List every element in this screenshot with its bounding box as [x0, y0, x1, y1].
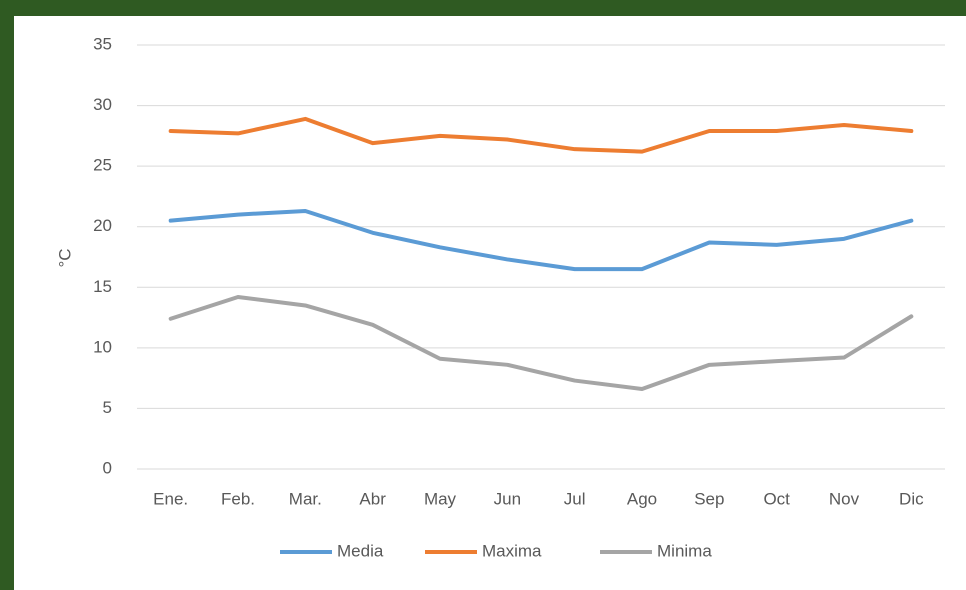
chart: °C 0 5 10 15 20 25 30 35 Ene. Feb. Mar. Abr May Jun Ju… — [14, 16, 966, 590]
line-series — [168, 208, 914, 272]
x-tick-label: Ene. — [153, 489, 188, 508]
y-tick-label: 35 — [93, 34, 112, 53]
y-tick-label: 25 — [93, 156, 112, 175]
x-tick-label: Oct — [763, 489, 790, 508]
line-series — [168, 116, 914, 154]
x-tick-label: Abr — [359, 489, 386, 508]
legend-label: Minima — [657, 541, 712, 560]
legend-label: Maxima — [482, 541, 542, 560]
x-tick-label: Nov — [829, 489, 860, 508]
y-tick-label: 30 — [93, 95, 112, 114]
x-tick-label: May — [424, 489, 457, 508]
y-tick-label: 0 — [103, 458, 112, 477]
y-tick-label: 15 — [93, 277, 112, 296]
x-tick-label: Jul — [564, 489, 586, 508]
y-axis-label: °C — [55, 248, 74, 267]
y-tick-label: 20 — [93, 216, 112, 235]
legend-label: Media — [337, 541, 384, 560]
x-tick-label: Jun — [494, 489, 521, 508]
x-tick-label: Ago — [627, 489, 657, 508]
x-tick-label: Mar. — [289, 489, 322, 508]
y-tick-label: 5 — [103, 398, 112, 417]
x-tick-label: Feb. — [221, 489, 255, 508]
y-tick-label: 10 — [93, 337, 112, 356]
line-series — [168, 294, 914, 392]
x-tick-label: Sep — [694, 489, 724, 508]
x-tick-label: Dic — [899, 489, 924, 508]
